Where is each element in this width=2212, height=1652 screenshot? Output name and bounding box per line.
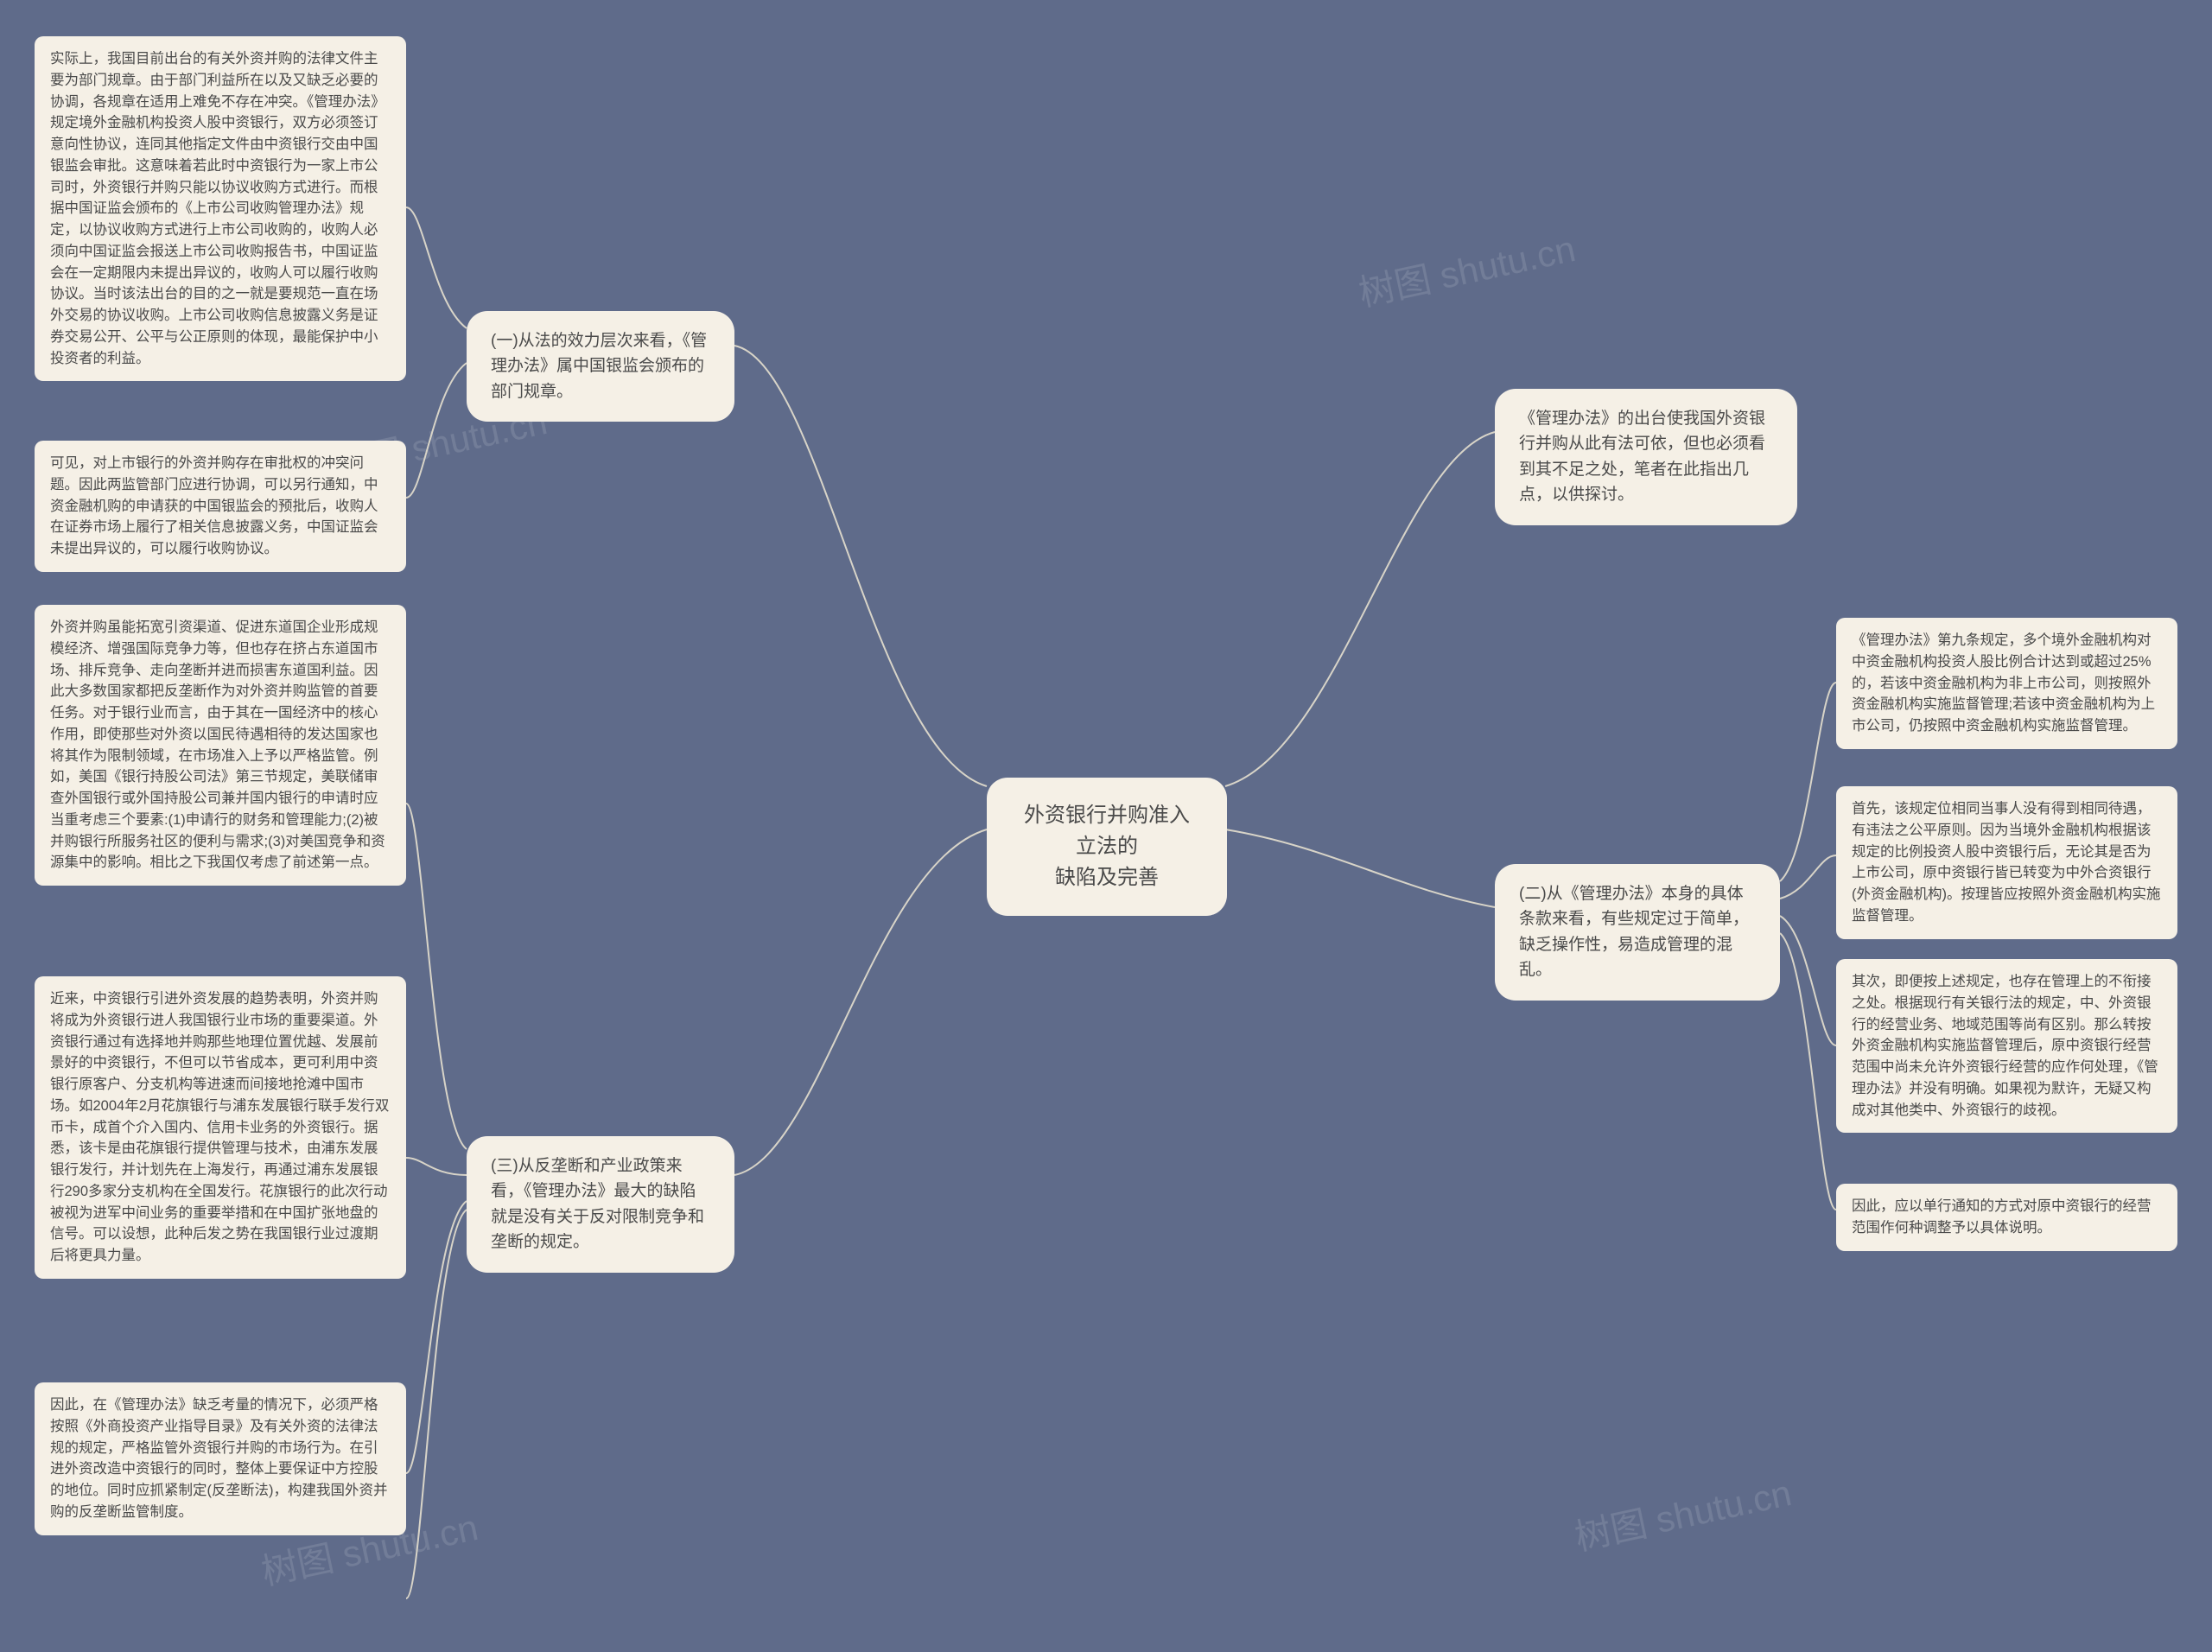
branch-left-top: (一)从法的效力层次来看，《管理办法》属中国银监会颁布的部门规章。 — [467, 311, 734, 422]
leaf-text: 外资并购虽能拓宽引资渠道、促进东道国企业形成规模经济、增强国际竞争力等，但也存在… — [50, 620, 385, 870]
branch-right-top: 《管理办法》的出台使我国外资银行并购从此有法可依，但也必须看到其不足之处，笔者在… — [1495, 389, 1797, 525]
leaf-text: 因此，在《管理办法》缺乏考量的情况下，必须严格按照《外商投资产业指导目录》及有关… — [50, 1397, 388, 1520]
branch-text: 《管理办法》的出台使我国外资银行并购从此有法可依，但也必须看到其不足之处，笔者在… — [1519, 410, 1765, 504]
leaf-right-mid-2: 其次，即便按上述规定，也存在管理上的不衔接之处。根据现行有关银行法的规定，中、外… — [1836, 959, 2177, 1133]
leaf-left-mid-0: 外资并购虽能拓宽引资渠道、促进东道国企业形成规模经济、增强国际竞争力等，但也存在… — [35, 605, 406, 886]
branch-text: (二)从《管理办法》本身的具体条款来看，有些规定过于简单，缺乏操作性，易造成管理… — [1519, 885, 1749, 979]
branch-text: (三)从反垄断和产业政策来看，《管理办法》最大的缺陷就是没有关于反对限制竞争和垄… — [491, 1157, 704, 1251]
leaf-left-mid-2: 因此，在《管理办法》缺乏考量的情况下，必须严格按照《外商投资产业指导目录》及有关… — [35, 1382, 406, 1535]
leaf-right-mid-3: 因此，应以单行通知的方式对原中资银行的经营范围作何种调整予以具体说明。 — [1836, 1184, 2177, 1251]
leaf-text: 实际上，我国目前出台的有关外资并购的法律文件主要为部门规章。由于部门利益所在以及… — [50, 51, 385, 366]
leaf-right-mid-0: 《管理办法》第九条规定，多个境外金融机构对中资金融机构投资人股比例合计达到或超过… — [1836, 618, 2177, 749]
leaf-text: 《管理办法》第九条规定，多个境外金融机构对中资金融机构投资人股比例合计达到或超过… — [1852, 632, 2155, 734]
leaf-left-mid-1: 近来，中资银行引进外资发展的趋势表明，外资并购将成为外资银行进人我国银行业市场的… — [35, 976, 406, 1279]
central-text: 外资银行并购准入立法的缺陷及完善 — [1024, 804, 1190, 889]
central-topic: 外资银行并购准入立法的缺陷及完善 — [987, 778, 1227, 916]
leaf-right-mid-1: 首先，该规定位相同当事人没有得到相同待遇，有违法之公平原则。因为当境外金融机构根… — [1836, 786, 2177, 939]
branch-right-mid: (二)从《管理办法》本身的具体条款来看，有些规定过于简单，缺乏操作性，易造成管理… — [1495, 864, 1780, 1001]
branch-text: (一)从法的效力层次来看，《管理办法》属中国银监会颁布的部门规章。 — [491, 332, 707, 401]
leaf-text: 可见，对上市银行的外资并购存在审批权的冲突问题。因此两监管部门应进行协调，可以另… — [50, 455, 378, 556]
leaf-text: 首先，该规定位相同当事人没有得到相同待遇，有违法之公平原则。因为当境外金融机构根… — [1852, 801, 2161, 924]
watermark: 树图 shutu.cn — [1569, 1464, 1796, 1561]
leaf-left-top-1: 可见，对上市银行的外资并购存在审批权的冲突问题。因此两监管部门应进行协调，可以另… — [35, 441, 406, 572]
leaf-text: 其次，即便按上述规定，也存在管理上的不衔接之处。根据现行有关银行法的规定，中、外… — [1852, 974, 2158, 1118]
leaf-text: 因此，应以单行通知的方式对原中资银行的经营范围作何种调整予以具体说明。 — [1852, 1198, 2152, 1236]
leaf-left-top-0: 实际上，我国目前出台的有关外资并购的法律文件主要为部门规章。由于部门利益所在以及… — [35, 36, 406, 381]
watermark: 树图 shutu.cn — [1353, 219, 1580, 317]
branch-left-mid: (三)从反垄断和产业政策来看，《管理办法》最大的缺陷就是没有关于反对限制竞争和垄… — [467, 1136, 734, 1273]
leaf-text: 近来，中资银行引进外资发展的趋势表明，外资并购将成为外资银行进人我国银行业市场的… — [50, 991, 389, 1263]
